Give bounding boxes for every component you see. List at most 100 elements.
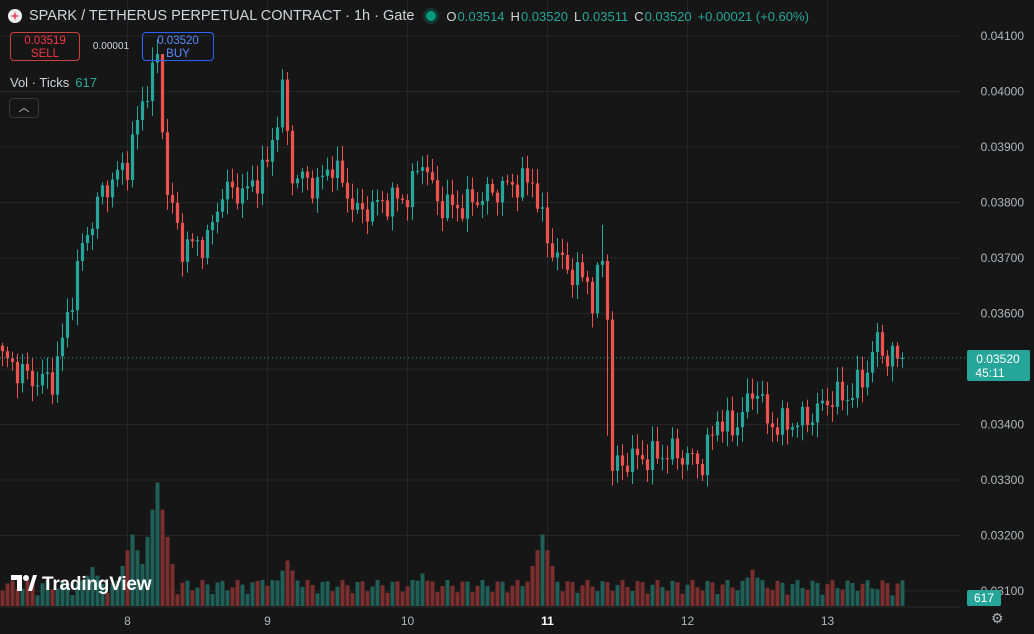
candle-body — [495, 192, 500, 203]
candle-body — [65, 312, 70, 338]
candle-body — [360, 203, 365, 210]
volume-bar — [875, 589, 880, 606]
volume-bar — [140, 564, 145, 606]
volume-bar — [795, 580, 800, 606]
volume-bar — [370, 586, 375, 606]
candle-body — [90, 228, 95, 236]
candle-body — [480, 200, 485, 205]
candle-body — [440, 201, 445, 219]
volume-bar — [435, 591, 440, 606]
candle-body — [110, 179, 115, 198]
volume-legend[interactable]: Vol · Ticks 617 — [10, 75, 97, 90]
volume-bar — [405, 586, 410, 606]
volume-tag-background — [967, 590, 1001, 606]
candle-body — [795, 425, 800, 428]
x-tick-label: 8 — [124, 614, 131, 628]
volume-bar — [440, 586, 445, 606]
candle-body — [390, 187, 395, 217]
candle-body — [570, 269, 575, 286]
candle-body — [845, 399, 850, 401]
candle-body — [240, 188, 245, 204]
volume-bar — [685, 584, 690, 606]
volume-bar — [805, 589, 810, 606]
candle-body — [790, 427, 795, 430]
candle-body — [220, 199, 225, 212]
volume-bar — [145, 536, 150, 606]
buy-label: BUY — [166, 48, 190, 60]
candle-body — [655, 441, 660, 459]
candle-body — [645, 459, 650, 470]
candle-body — [635, 448, 640, 456]
volume-bar — [475, 585, 480, 606]
tradingview-text: TradingView — [42, 574, 152, 595]
candle-body — [140, 101, 145, 121]
volume-bar — [510, 585, 515, 606]
volume-bar — [545, 550, 550, 606]
volume-bar — [865, 580, 870, 606]
volume-bar — [610, 590, 615, 606]
x-tick-label: 10 — [401, 614, 415, 628]
volume-bar — [260, 580, 265, 606]
candle-body — [810, 422, 815, 426]
sell-button[interactable]: 0.03519 SELL — [10, 32, 80, 61]
volume-bar — [735, 590, 740, 606]
candle-body — [200, 240, 205, 258]
candle-body — [300, 171, 305, 179]
candle-body — [425, 167, 430, 173]
candle-body — [15, 361, 20, 384]
volume-bar — [855, 590, 860, 606]
candle-body — [95, 196, 100, 229]
buy-button[interactable]: 0.03520 BUY — [142, 32, 214, 61]
volume-legend-label: Vol · Ticks — [10, 75, 70, 90]
market-status-icon[interactable] — [426, 11, 437, 21]
candle-body — [430, 172, 435, 181]
volume-bar — [430, 581, 435, 606]
volume-bar — [765, 587, 770, 606]
volume-bar — [40, 583, 45, 606]
candle-body — [445, 194, 450, 219]
volume-bar — [170, 564, 175, 606]
candle-body — [610, 319, 615, 471]
candle-body — [600, 261, 605, 265]
trade-buttons: 0.03519 SELL 0.00001 0.03520 BUY — [10, 32, 214, 61]
candle-body — [780, 408, 785, 435]
candle-body — [435, 180, 440, 202]
volume-bar — [470, 592, 475, 606]
candle-body — [60, 337, 65, 357]
volume-bar — [225, 590, 230, 606]
candle-body — [875, 332, 880, 352]
candle-body — [720, 421, 725, 432]
candle-body — [270, 140, 275, 162]
volume-bar — [100, 583, 105, 606]
candle-body — [760, 394, 765, 396]
candle-body — [575, 262, 580, 286]
volume-bar — [285, 560, 290, 606]
volume-bar — [785, 594, 790, 606]
volume-bar — [565, 581, 570, 606]
volume-bar — [265, 585, 270, 606]
symbol-logo-icon[interactable] — [8, 9, 22, 23]
candle-body — [740, 412, 745, 428]
candle-body — [70, 310, 75, 313]
volume-bar — [195, 587, 200, 606]
time-axis[interactable]: 8 9 10 11 12 13 — [0, 606, 960, 628]
candle-body — [640, 455, 645, 460]
volume-bar — [620, 580, 625, 606]
candle-body — [5, 351, 10, 359]
volume-bar — [505, 592, 510, 606]
volume-bar — [560, 591, 565, 606]
volume-bar — [635, 581, 640, 606]
candle-body — [25, 363, 30, 371]
volume-bar — [305, 580, 310, 606]
symbol-title[interactable]: SPARK / TETHERUS PERPETUAL CONTRACT · 1h… — [29, 8, 415, 24]
candle-body — [535, 183, 540, 209]
settings-gear-icon[interactable]: ⚙ — [991, 610, 1004, 626]
volume-bar — [85, 575, 90, 606]
y-tick-label: 0.03300 — [981, 473, 1025, 487]
collapse-legend-button[interactable]: ︿ — [9, 98, 39, 118]
volume-bar — [650, 584, 655, 606]
candle-body — [580, 262, 585, 278]
volume-bar — [600, 581, 605, 606]
volume-bar — [520, 586, 525, 606]
